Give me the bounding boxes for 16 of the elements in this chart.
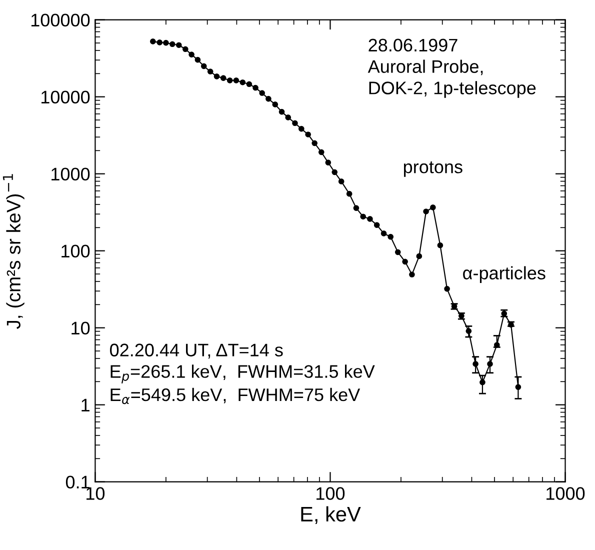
x-axis-title: E, keV [301, 506, 361, 524]
annotation: α-particles [463, 266, 546, 284]
y-tick-label: 100000 [31, 14, 90, 27]
y-tick-label: 10000 [42, 90, 90, 104]
y-tick-label: 0.1 [66, 476, 90, 489]
y-tick-label: 100 [62, 244, 90, 258]
y-axis-title: J, (cm²s sr keV)$^{−1}$ [2, 174, 24, 329]
x-tick-label: 1000 [546, 487, 585, 500]
x-tick-label: 100 [316, 487, 345, 500]
annotation: 28.06.1997 Auroral Probe, DOK-2, 1p-telescope [368, 38, 536, 98]
y-tick-label: 1 [82, 398, 90, 412]
annotation: 02.20.44 UT, ΔT=14 s E$_{p}$=265.1 keV, FWHM=31.5 keV E$_{α}$=549.5 keV, FWHM=75 keV [110, 344, 375, 404]
y-tick-label: 1000 [52, 168, 90, 181]
annotation: protons [404, 161, 462, 177]
y-tick-label: 10 [72, 322, 90, 335]
x-tick-label: 10 [86, 487, 105, 500]
